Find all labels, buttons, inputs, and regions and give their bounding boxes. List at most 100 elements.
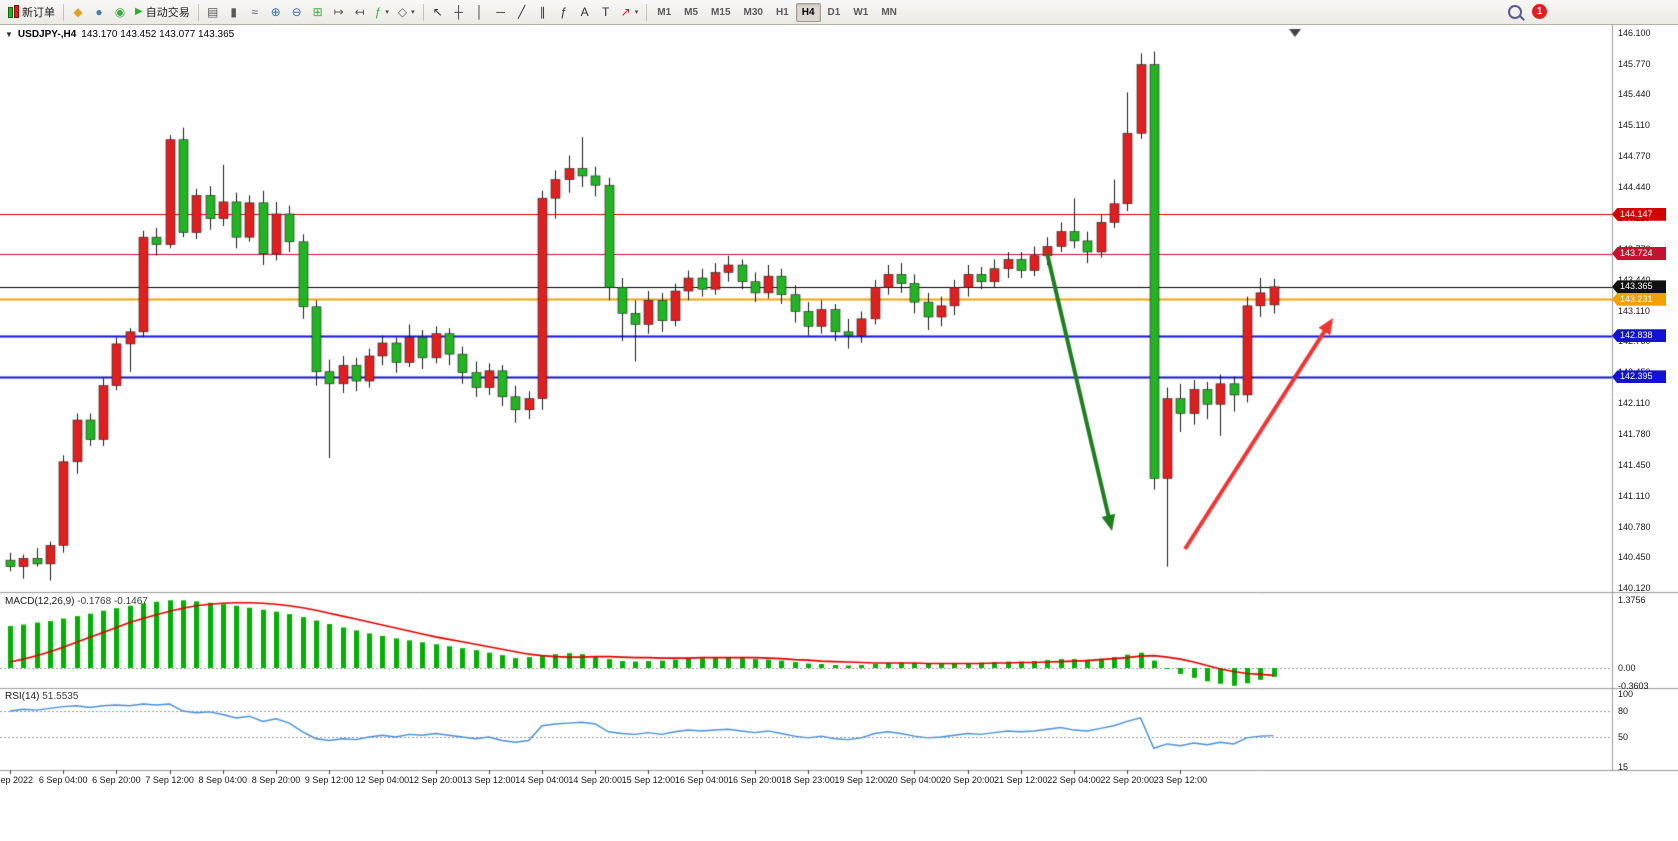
chart-canvas[interactable] xyxy=(0,25,1678,841)
indicators-icon: ƒ xyxy=(374,5,382,19)
candlestick-chart-icon[interactable]: ▮ xyxy=(224,2,244,22)
zoom-in-icon[interactable]: ⊕ xyxy=(266,2,286,22)
equidistant-channel-icon[interactable]: ∥ xyxy=(533,2,553,22)
dropdown-caret-icon: ▾ xyxy=(411,9,415,16)
macd-scale-label: -0.3603 xyxy=(1618,680,1649,691)
objects-list-icon[interactable]: ◇ ▾ xyxy=(394,2,419,22)
timeframe-button-mn[interactable]: MN xyxy=(875,3,903,22)
time-label: 21 Sep 12:00 xyxy=(994,775,1048,785)
rsi-name: RSI(14) xyxy=(5,691,40,702)
price-tick: 143.440 xyxy=(1618,274,1651,285)
hline-price-box: 143.231 xyxy=(1612,292,1666,306)
time-label: 23 Sep 12:00 xyxy=(1153,775,1208,785)
toolbar-separator xyxy=(422,3,424,21)
price-tick: 143.110 xyxy=(1618,305,1650,316)
new-order-button[interactable]: 新订单 xyxy=(4,2,59,22)
candlestick-chart-icon: ▮ xyxy=(230,5,237,19)
toolbar-separator xyxy=(646,3,648,21)
text-label-icon[interactable]: T xyxy=(596,2,616,22)
zoom-in-icon: ⊕ xyxy=(270,5,281,19)
symbol-info: ▼ USDJPY-,H4 143.170 143.452 143.077 143… xyxy=(5,29,234,40)
timeframe-button-w1[interactable]: W1 xyxy=(847,3,874,22)
text-icon[interactable]: A xyxy=(575,2,595,22)
dropdown-caret-icon: ▾ xyxy=(385,9,389,16)
trendline-icon: ╱ xyxy=(518,5,526,19)
price-tick: 146.100 xyxy=(1618,28,1651,38)
time-label: 5 Sep 2022 xyxy=(0,775,34,785)
text-label-icon: T xyxy=(601,5,610,19)
auto-scroll-icon[interactable]: ↦ xyxy=(329,2,349,22)
notification-badge[interactable]: 1 xyxy=(1532,4,1547,19)
toolbar-group-community: ◆ ● ◉ xyxy=(68,2,130,22)
price-tick: 145.770 xyxy=(1618,58,1651,69)
bar-chart-icon[interactable]: ▤ xyxy=(203,2,223,22)
hline-price-box: 144.147 xyxy=(1612,207,1666,221)
horizontal-line-icon: ─ xyxy=(496,5,505,19)
chart-area: ▼ USDJPY-,H4 143.170 143.452 143.077 143… xyxy=(0,25,1678,841)
user-profile-icon: ● xyxy=(95,5,103,19)
arrows-icon[interactable]: ↗ ▾ xyxy=(617,2,643,22)
price-tick: 142.110 xyxy=(1618,398,1650,409)
macd-pane-label: MACD(12,26,9) -0.1768 -0.1467 xyxy=(5,596,148,607)
chart-shift-icon[interactable]: ↤ xyxy=(350,2,370,22)
toolbar-right-group: 1 xyxy=(1508,4,1547,19)
timeframe-button-d1[interactable]: D1 xyxy=(822,3,847,22)
price-tick: 145.110 xyxy=(1618,119,1650,130)
mql5-community-icon[interactable]: ◆ xyxy=(68,2,88,22)
vertical-line-icon: │ xyxy=(475,5,484,19)
hline-price-box: 142.395 xyxy=(1612,370,1666,384)
zoom-out-icon[interactable]: ⊖ xyxy=(287,2,307,22)
timeframe-button-h4[interactable]: H4 xyxy=(795,2,821,22)
macd-values: -0.1768 -0.1467 xyxy=(77,596,148,607)
toolbar-group-chart-tools: ▤ ▮ ≈ ⊕ ⊖ ⊞ ↦ ↤ ƒ ▾ ◇ ▾ xyxy=(203,2,419,22)
macd-scale-label: 1.3756 xyxy=(1618,595,1646,606)
cursor-icon[interactable]: ↖ xyxy=(428,2,448,22)
main-toolbar: 新订单 ◆ ● ◉ ▶ 自动交易 ▤ ▮ ≈ ⊕ ⊖ ⊞ ↦ ↤ ƒ ▾ ◇ ▾ ↖ ┼ │ ─ ╱ ∥ ƒ A T ↗ ▾ … xyxy=(0,0,1678,25)
time-label: 6 Sep 20:00 xyxy=(92,775,141,785)
toolbar-separator xyxy=(63,3,64,21)
chart-shift-icon: ↤ xyxy=(354,5,365,19)
rsi-scale-label: 80 xyxy=(1618,705,1629,716)
rsi-pane-label: RSI(14) 51.5535 xyxy=(5,691,78,702)
symbol-label: USDJPY-,H4 xyxy=(17,29,77,40)
price-tick: 141.450 xyxy=(1618,459,1651,470)
price-tick: 145.440 xyxy=(1618,89,1651,100)
timeframe-button-m5[interactable]: M5 xyxy=(678,3,704,22)
ohlc-label: 143.170 143.452 143.077 143.365 xyxy=(81,29,235,40)
fibonacci-icon[interactable]: ƒ xyxy=(554,2,574,22)
indicators-icon[interactable]: ƒ ▾ xyxy=(371,2,393,22)
rsi-scale-label: 100 xyxy=(1618,688,1634,699)
new-order-label: 新订单 xyxy=(22,7,55,19)
line-chart-icon[interactable]: ≈ xyxy=(245,2,265,22)
trendline-icon[interactable]: ╱ xyxy=(512,2,532,22)
timeframe-button-m1[interactable]: M1 xyxy=(651,3,677,22)
dropdown-caret-icon: ▾ xyxy=(634,9,639,16)
toolbar-group-line-studies: ↖ ┼ │ ─ ╱ ∥ ƒ A T ↗ ▾ xyxy=(428,2,643,22)
timeframe-button-h1[interactable]: H1 xyxy=(770,3,795,22)
price-tick: 140.450 xyxy=(1618,552,1651,563)
user-profile-icon[interactable]: ● xyxy=(89,2,109,22)
price-tick: 140.120 xyxy=(1618,583,1651,593)
rsi-scale-label: 50 xyxy=(1618,732,1629,742)
text-icon: A xyxy=(580,5,589,19)
crosshair-icon[interactable]: ┼ xyxy=(449,2,469,22)
timeframe-button-m30[interactable]: M30 xyxy=(738,3,769,22)
rsi-value: 51.5535 xyxy=(42,691,79,702)
search-icon[interactable] xyxy=(1508,4,1522,19)
support-chat-icon[interactable]: ◉ xyxy=(110,2,130,22)
autotrade-button[interactable]: ▶ 自动交易 xyxy=(131,2,194,22)
price-tick: 141.780 xyxy=(1618,428,1651,439)
vertical-line-icon[interactable]: │ xyxy=(470,2,490,22)
time-label: 22 Sep 20:00 xyxy=(1100,775,1154,785)
timeframe-button-m15[interactable]: M15 xyxy=(705,3,736,22)
tile-windows-icon[interactable]: ⊞ xyxy=(308,2,328,22)
symbol-caret-icon[interactable]: ▼ xyxy=(5,30,13,39)
time-label: 19 Sep 12:00 xyxy=(834,775,888,785)
time-label: 15 Sep 12:00 xyxy=(621,775,676,785)
time-label: 9 Sep 12:00 xyxy=(304,775,354,785)
time-label: 7 Sep 12:00 xyxy=(145,775,194,785)
horizontal-line-icon[interactable]: ─ xyxy=(491,2,511,22)
time-label: 13 Sep 12:00 xyxy=(462,775,516,785)
time-label: 16 Sep 20:00 xyxy=(728,775,782,785)
arrows-icon: ↗ xyxy=(620,5,631,19)
